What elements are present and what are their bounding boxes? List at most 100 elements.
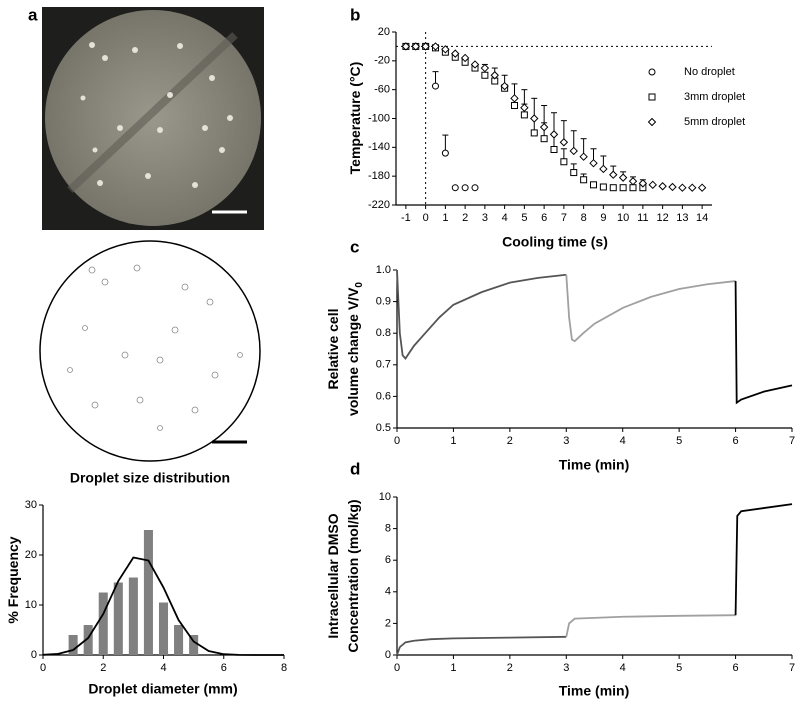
line (396, 635, 567, 656)
y-axis-label-text: Temperature (°C) (347, 62, 363, 175)
y-axis-label: Relative cell (325, 309, 341, 390)
y-tick-label: 0 (385, 649, 391, 661)
y-axis-label-text: % Frequency (5, 536, 21, 623)
point (490, 71, 499, 80)
panel-label: a (28, 5, 38, 24)
point (451, 49, 460, 58)
point (540, 135, 548, 143)
line (396, 269, 567, 360)
point (629, 184, 637, 192)
x-tick-label: 2 (507, 662, 513, 674)
x-tick-label: 3 (482, 212, 488, 224)
bar (83, 625, 93, 655)
x-tick-label: 6 (733, 435, 739, 447)
y-tick-label: 30 (25, 499, 37, 511)
x-tick-label: 5 (521, 212, 527, 224)
y-axis-label-text: Relative cell (325, 309, 341, 390)
point (481, 71, 489, 79)
line (42, 556, 284, 656)
x-tick-label: 10 (617, 212, 629, 224)
point (589, 158, 598, 168)
chart-title: Droplet size distribution (70, 470, 230, 486)
point (550, 145, 558, 153)
y-tick-label: 0.9 (376, 296, 391, 308)
y-tick-label: -140 (368, 141, 390, 153)
x-tick-label: 2 (462, 212, 468, 224)
y-tick-label: 20 (378, 26, 390, 38)
point (460, 53, 470, 63)
y-tick-label: -180 (368, 170, 390, 182)
y-tick-label: 20 (25, 549, 37, 561)
panel-label: b (350, 5, 360, 24)
point (471, 184, 479, 192)
x-tick-label: -1 (401, 212, 411, 224)
x-tick-label: 3 (563, 662, 569, 674)
droplet-outline (39, 240, 261, 462)
point (421, 42, 430, 51)
x-tick-label: 2 (507, 435, 513, 447)
x-axis-label: Time (min) (559, 457, 630, 473)
point (559, 138, 569, 147)
y-tick-label: -100 (368, 112, 390, 124)
bar (189, 635, 199, 655)
x-tick-label: 7 (561, 212, 567, 224)
x-tick-label: 6 (733, 662, 739, 674)
x-tick-label: 7 (789, 435, 795, 447)
point (619, 184, 627, 192)
point (461, 184, 469, 192)
x-tick-label: 1 (450, 662, 456, 674)
y-tick-label: 0.6 (376, 390, 391, 402)
x-tick-label: 13 (676, 212, 688, 224)
y-axis-label-sub: 0 (354, 282, 365, 288)
bar (113, 582, 123, 655)
line (734, 503, 793, 616)
point (648, 180, 657, 190)
y-tick-label: 8 (385, 523, 391, 535)
point (401, 42, 411, 51)
x-tick-label: 4 (620, 435, 626, 447)
point (599, 183, 607, 191)
bar (174, 625, 184, 655)
x-tick-label: 4 (160, 662, 166, 674)
y-axis-label-text: Concentration (mol/kg) (345, 499, 361, 652)
panel-label: d (350, 459, 360, 478)
x-tick-label: 0 (423, 212, 429, 224)
y-tick-label: 0.5 (376, 422, 391, 434)
point (520, 111, 528, 119)
y-axis-label-text: Intracellular DMSO (325, 513, 341, 638)
x-tick-label: 4 (502, 212, 508, 224)
panel-label: c (350, 237, 359, 256)
point (549, 130, 559, 139)
point (539, 122, 549, 132)
x-tick-label: 7 (789, 662, 795, 674)
x-tick-label: 2 (100, 662, 106, 674)
x-tick-label: 0 (394, 435, 400, 447)
y-tick-label: -20 (374, 55, 390, 67)
x-tick-label: 3 (563, 435, 569, 447)
point (579, 152, 588, 161)
point (441, 45, 450, 54)
point (510, 94, 519, 103)
x-tick-label: 1 (442, 212, 448, 224)
legend-marker (648, 93, 656, 101)
x-tick-label: 1 (450, 435, 456, 447)
x-tick-label: 9 (600, 212, 606, 224)
x-tick-label: 5 (676, 435, 682, 447)
y-axis-label: Temperature (°C) (347, 62, 363, 175)
x-tick-label: 5 (676, 662, 682, 674)
legend-marker (647, 117, 657, 127)
x-tick-label: 6 (541, 212, 547, 224)
legend-label: 3mm droplet (684, 91, 745, 103)
y-tick-label: 0.7 (376, 359, 391, 371)
point (480, 63, 490, 73)
point (451, 184, 459, 192)
x-axis-label: Time (min) (559, 683, 630, 699)
y-tick-label: 10 (379, 491, 391, 503)
point (569, 146, 578, 156)
point (530, 114, 539, 123)
point (432, 82, 439, 90)
y-axis-label: Intracellular DMSO (325, 513, 341, 638)
y-tick-label: 2 (385, 617, 391, 629)
x-tick-label: 0 (40, 662, 46, 674)
